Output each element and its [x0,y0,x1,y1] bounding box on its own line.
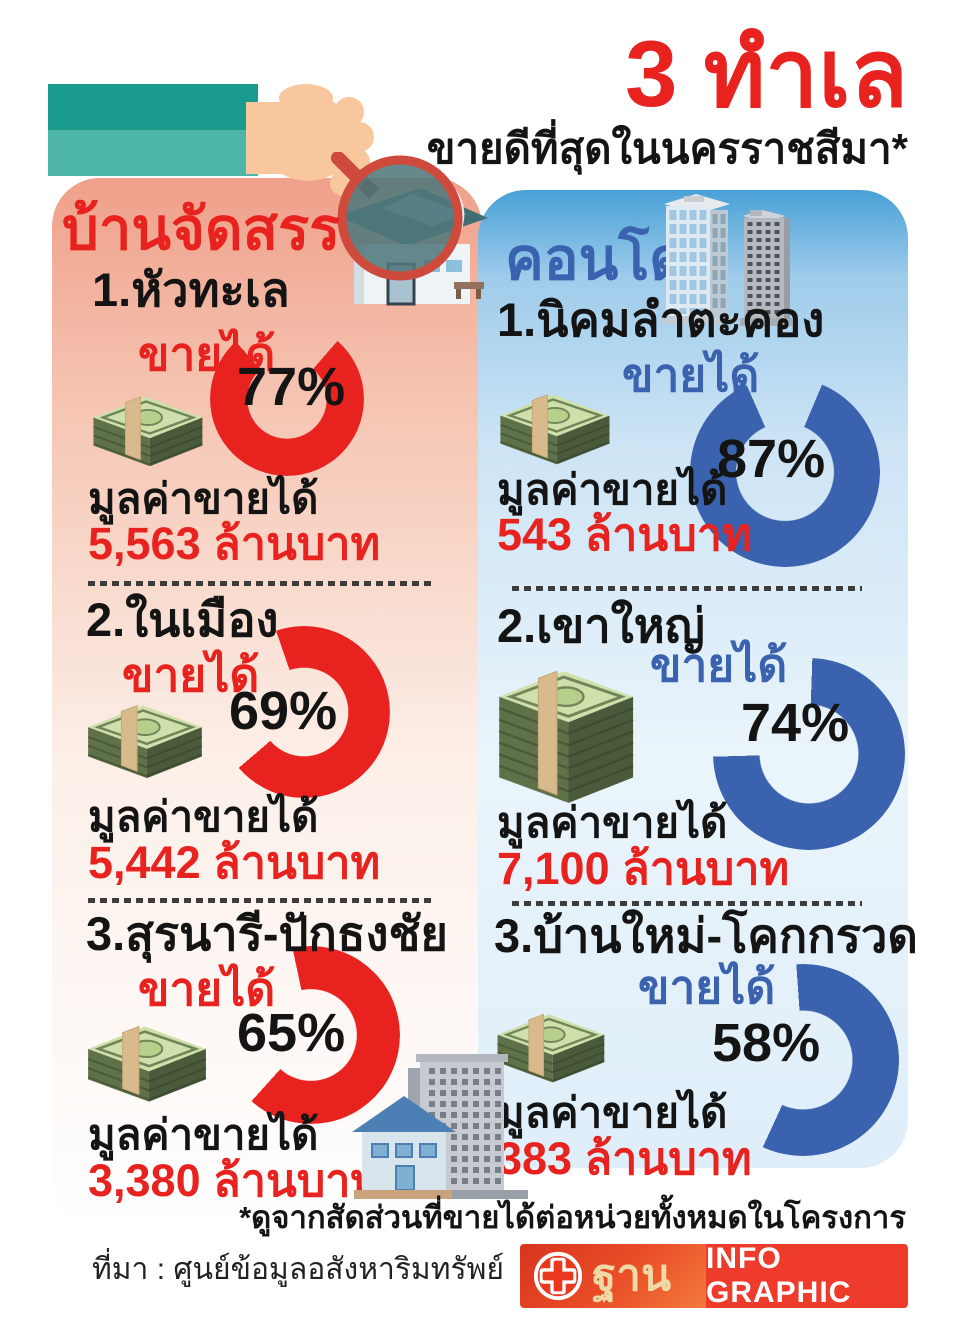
money-stack-icon [497,669,635,805]
dotted-divider [512,586,862,591]
value-label: มูลค่าขายได้ [88,475,319,522]
sold-label: ขายได้ [138,328,276,380]
location-name: 3.สุรนารี-ปักธงชัย [86,907,448,960]
percent-value: 65% [237,1003,346,1063]
condo-panel-header: คอนโด [505,227,688,292]
condo-towers-icon [662,194,792,326]
dotted-divider [512,901,862,906]
donut-chart-housing-3 [222,946,400,1124]
house-under-magnifier-icon [331,152,488,306]
source-text: ที่มา : ศูนย์ข้อมูลอสังหาริมทรัพย์ [92,1253,504,1286]
donut-chart-housing-2 [218,626,390,798]
money-stack-icon [86,704,204,780]
page-title: 3 ทำเล [625,21,908,126]
logo-suffix-segment: INFO GRAPHIC [706,1244,908,1308]
location-name: 3.บ้านใหม่-โคกกรวด [494,909,918,962]
money-stack-icon [499,393,611,466]
donut-chart-housing-1 [210,322,364,476]
value-label: มูลค่าขายได้ [497,1089,728,1136]
cross-badge-icon [533,1251,583,1301]
sold-label: ขายได้ [638,961,776,1013]
percent-value: 77% [237,357,346,417]
value-label: มูลค่าขายได้ [497,799,728,846]
teal-banner-shape [48,84,258,176]
sold-label: ขายได้ [622,349,760,401]
percent-value: 58% [712,1013,821,1073]
donut-chart-condo-3 [707,964,899,1156]
value-amount: 383 ล้านบาท [497,1133,752,1184]
sold-label: ขายได้ [650,639,788,691]
logo-brand-segment: ฐาน [520,1244,706,1308]
value-amount: 3,380 ล้านบาท [88,1155,381,1206]
value-amount: 543 ล้านบาท [497,509,752,560]
publisher-logo: ฐาน INFO GRAPHIC [520,1244,908,1308]
location-name: 2.เขาใหญ่ [497,599,705,652]
logo-brand-text: ฐาน [592,1251,672,1300]
value-amount: 7,100 ล้านบาท [497,843,790,894]
value-label: มูลค่าขายได้ [88,1111,319,1158]
dotted-divider [88,581,432,586]
donut-chart-condo-1 [690,377,880,567]
percent-value: 69% [229,681,338,741]
value-label: มูลค่าขายได้ [497,466,728,513]
housing-panel-header: บ้านจัดสรร [62,197,341,262]
money-stack-icon [86,1025,208,1103]
percent-value: 74% [741,693,850,753]
location-name: 1.นิคมลำตะคอง [497,293,825,346]
money-stack-icon [92,395,204,468]
percent-value: 87% [717,429,826,489]
sold-label: ขายได้ [138,963,276,1015]
location-name: 2.ในเมือง [86,593,279,646]
sold-label: ขายได้ [122,649,260,701]
page-subtitle: ขายดีที่สุดในนครราชสีมา* [426,124,908,172]
value-amount: 5,563 ล้านบาท [88,518,381,569]
value-label: มูลค่าขายได้ [88,793,319,840]
value-amount: 5,442 ล้านบาท [88,837,381,888]
dotted-divider [88,898,432,903]
house-and-tower-icon [352,1054,528,1199]
footnote: *ดูจากสัดส่วนที่ขายได้ต่อหน่วยทั้งหมดในโ… [239,1200,906,1235]
donut-chart-condo-2 [713,658,905,850]
location-name: 1.หัวทะเล [92,263,290,316]
logo-suffix-text: INFO GRAPHIC [706,1244,852,1308]
title-block: 3 ทำเล ขายดีที่สุดในนครราชสีมา* [427,26,908,173]
